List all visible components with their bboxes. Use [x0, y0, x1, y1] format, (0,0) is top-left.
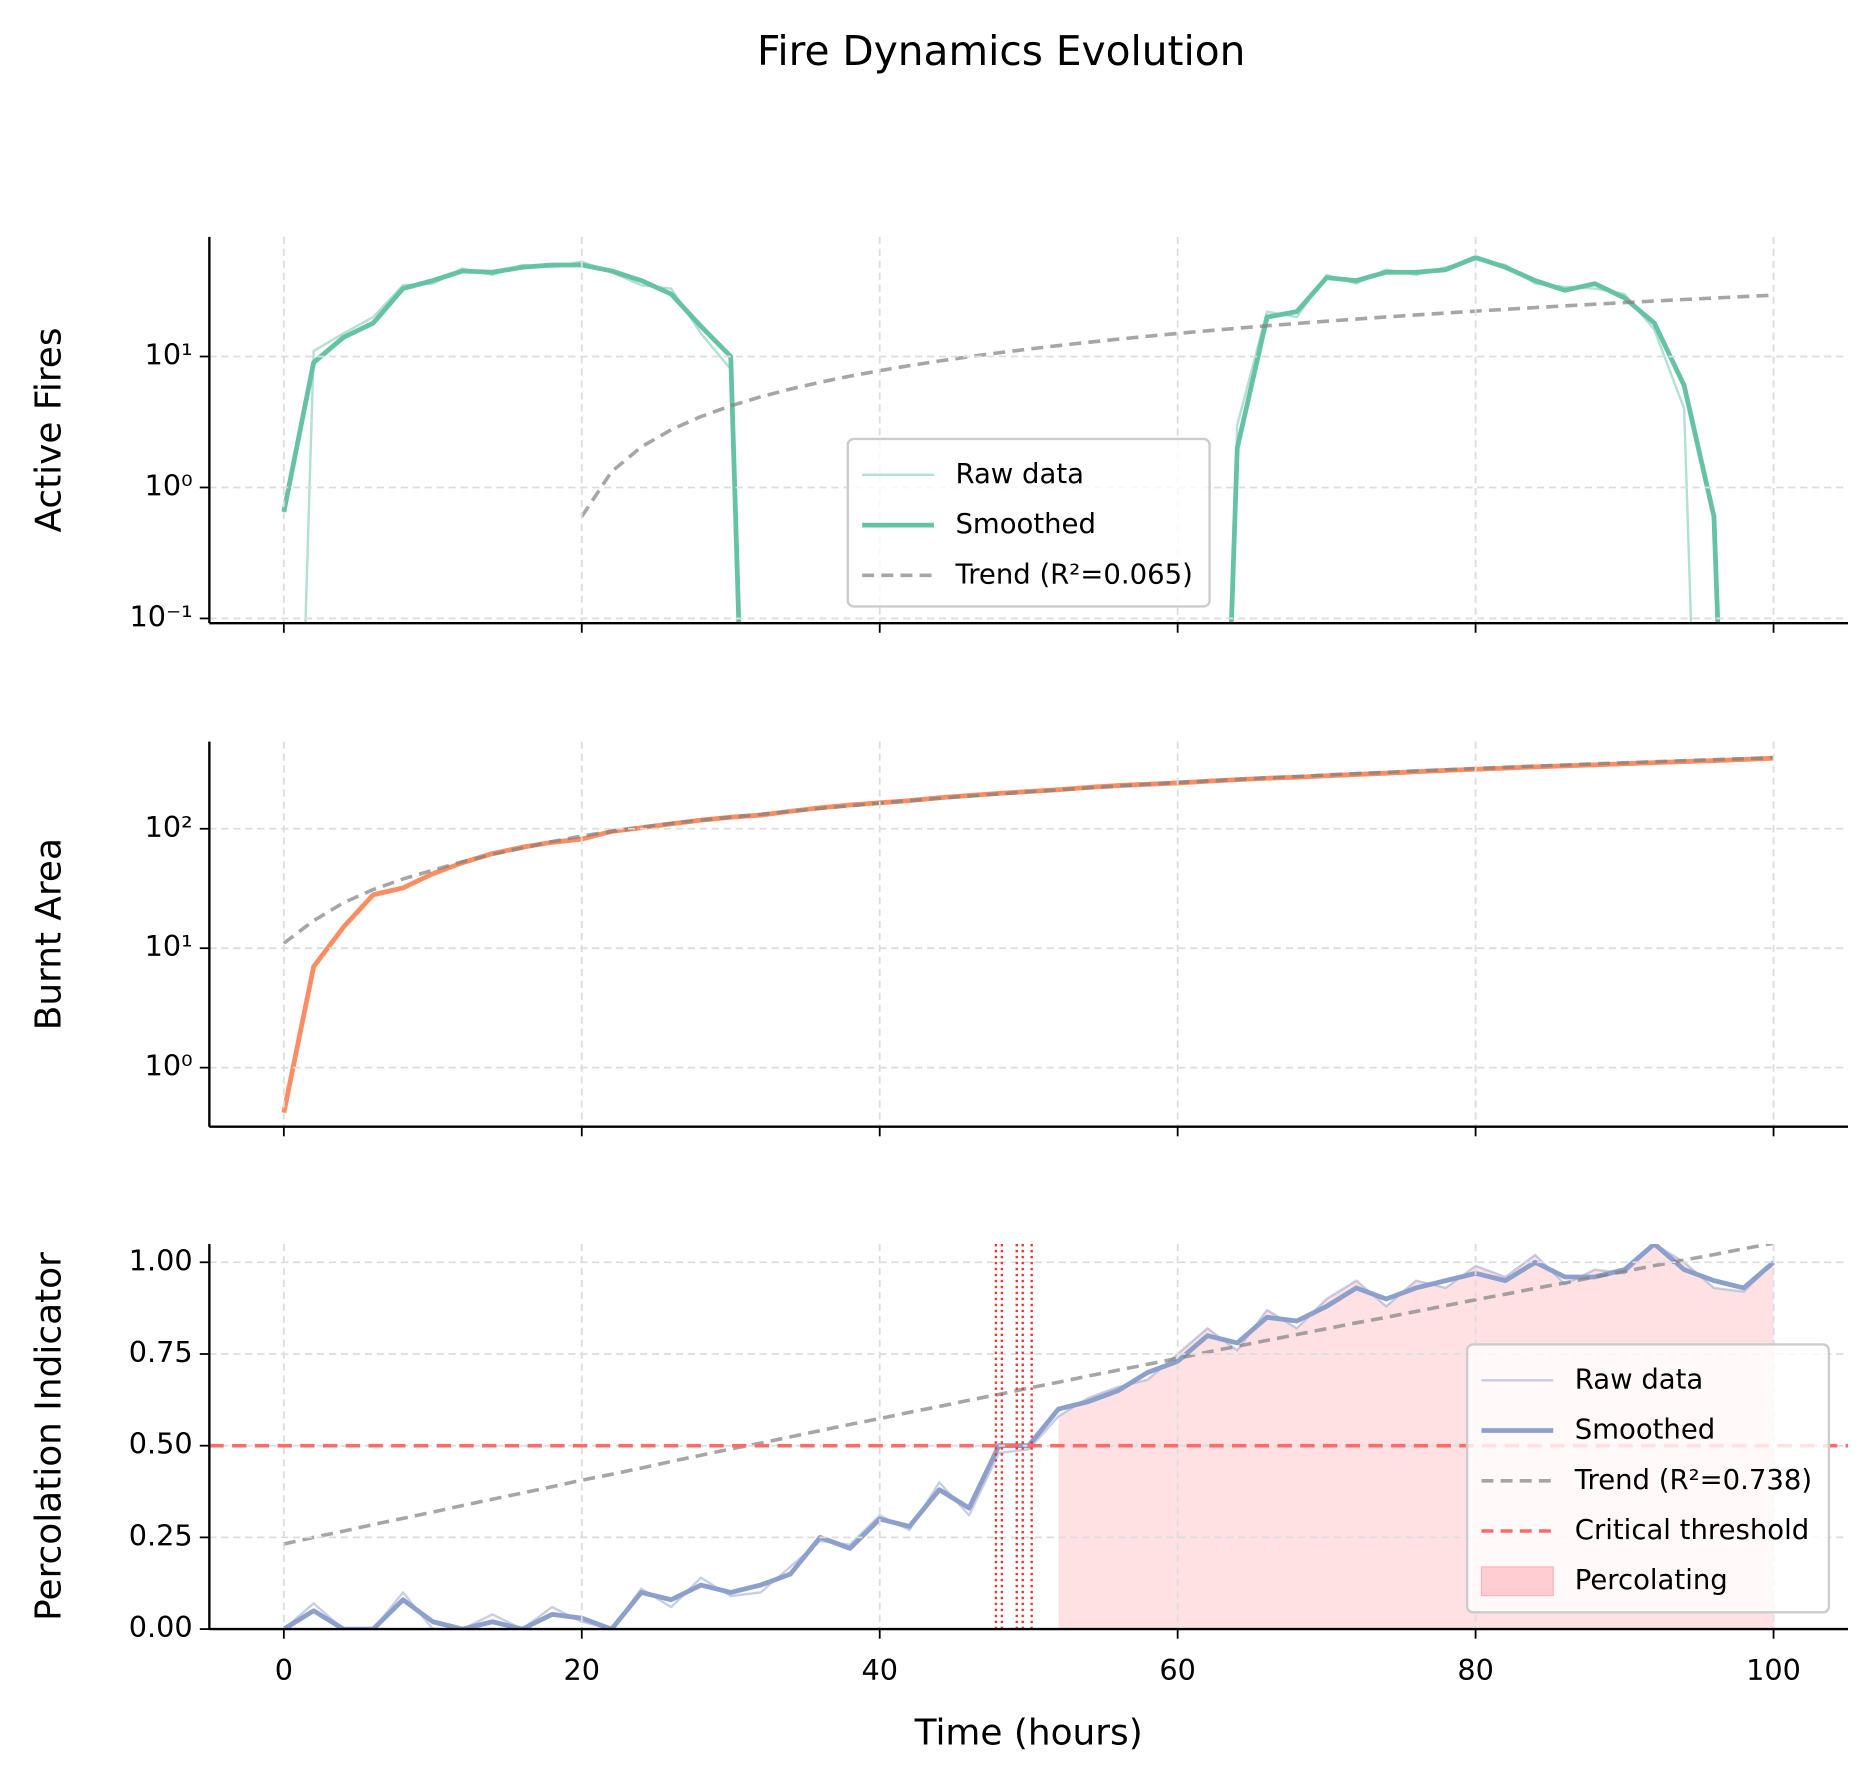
y-tick-label: 1.00 [129, 1243, 193, 1277]
x-tick-label: 100 [1746, 1653, 1801, 1687]
y-tick-label: 0.25 [129, 1518, 193, 1552]
plot-area [281, 755, 1774, 1114]
legend-label: Trend (R²=0.738) [1574, 1464, 1812, 1496]
x-tick-label: 60 [1159, 1653, 1196, 1687]
series-line [283, 1243, 1774, 1546]
legend-label: Percolating [1575, 1564, 1728, 1596]
legend-swatch [1480, 1566, 1554, 1597]
x-tick-label: 40 [861, 1653, 898, 1687]
figure-title: Fire Dynamics Evolution [757, 27, 1245, 75]
y-tick-label: 0.00 [129, 1610, 193, 1644]
y-tick-label: 0.50 [129, 1427, 193, 1461]
y-tick-label: 0.75 [129, 1335, 193, 1369]
y-tick-label: 10² [145, 810, 193, 844]
y-tick-label: 10¹ [145, 338, 193, 372]
series-line [281, 755, 1774, 1114]
x-tick-label: 80 [1457, 1653, 1494, 1687]
y-tick-label: 10⁻¹ [129, 599, 192, 633]
x-tick-label: 0 [275, 1653, 293, 1687]
legend-box [846, 437, 1211, 608]
x-axis-label: Time (hours) [914, 1712, 1143, 1753]
legend-label: Raw data [1575, 1363, 1704, 1395]
series-line [281, 255, 1721, 624]
y-tick-label: 10⁰ [145, 1049, 193, 1083]
legend-label: Raw data [955, 458, 1084, 490]
legend-box [1465, 1343, 1831, 1614]
legend-label: Smoothed [1575, 1414, 1715, 1446]
legend: Raw data Smoothed Trend (R²=0.065) [846, 437, 1211, 608]
y-axis-label: Percolation Indicator [28, 1252, 69, 1621]
series-line [580, 293, 1774, 518]
plot-area [281, 255, 1774, 624]
y-tick-label: 10⁰ [145, 468, 193, 502]
legend-label: Trend (R²=0.065) [954, 558, 1192, 590]
y-axis-label: Active Fires [28, 327, 69, 532]
legend: Raw data Smoothed Trend (R²=0.738) Critical… [1465, 1343, 1831, 1614]
y-axis-label: Burnt Area [28, 838, 69, 1030]
y-tick-label: 10¹ [145, 929, 193, 963]
x-tick-label: 20 [564, 1653, 601, 1687]
series-line [304, 258, 1693, 624]
legend-label: Smoothed [955, 508, 1095, 540]
series-line [282, 755, 1774, 945]
legend-label: Critical threshold [1575, 1514, 1809, 1546]
